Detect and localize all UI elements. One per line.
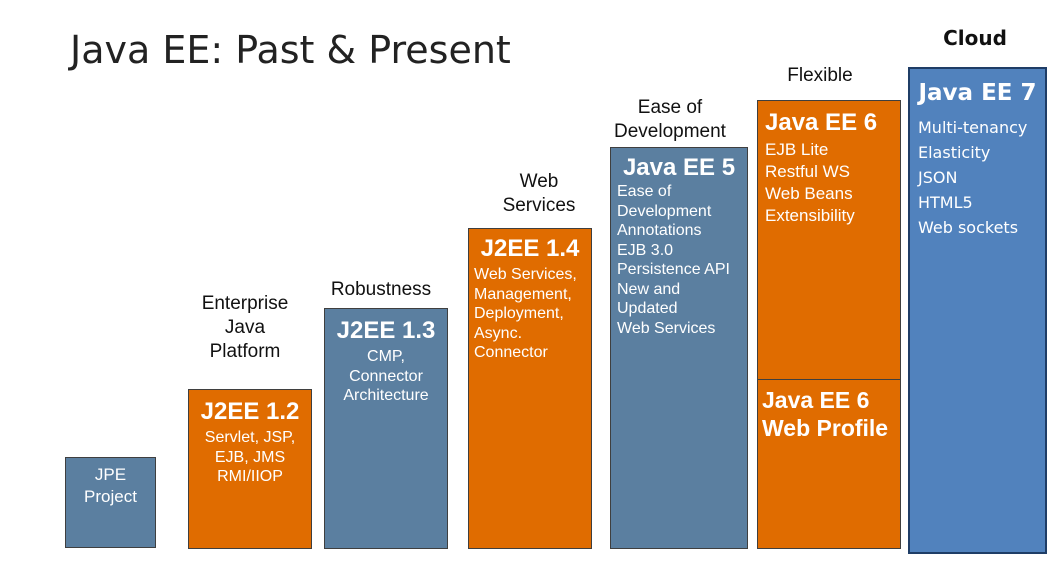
javaee6-web-profile-name: Java EE 6 Web Profile <box>762 387 889 441</box>
javaee6-name: Java EE 6 <box>765 109 878 136</box>
caption-enterprise-java-platform: Enterprise Java Platform <box>201 293 289 362</box>
j2ee14-features: Web Services, Management, Deployment, As… <box>474 266 577 361</box>
javaee5-name: Java EE 5 <box>622 154 736 181</box>
javaee6-web-profile-box: Java EE 6 Web Profile <box>757 379 901 549</box>
j2ee14-box: J2EE 1.4 Web Services, Management, Deplo… <box>468 228 592 549</box>
j2ee12-features: Servlet, JSP, EJB, JMS RMI/IIOP <box>204 429 296 485</box>
j2ee13-box: J2EE 1.3 CMP, Connector Architecture <box>324 308 448 549</box>
caption-flexible: Flexible <box>787 65 853 86</box>
jpe-project-box: JPE Project <box>65 457 156 548</box>
caption-robustness: Robustness <box>330 279 432 300</box>
caption-web-services: Web Services <box>502 171 576 216</box>
javaee6-features: EJB Lite Restful WS Web Beans Extensibil… <box>765 140 855 225</box>
javaee6-box: Java EE 6 EJB Lite Restful WS Web Beans … <box>757 100 901 380</box>
j2ee13-name: J2EE 1.3 <box>336 317 436 344</box>
javaee7-name: Java EE 7 <box>918 80 1037 106</box>
j2ee13-features: CMP, Connector Architecture <box>343 348 429 404</box>
page-title: Java EE: Past & Present <box>70 28 511 72</box>
javaee7-features: Multi-tenancy Elasticity JSON HTML5 Web … <box>918 118 1028 237</box>
jpe-label: JPE Project <box>84 465 137 506</box>
caption-ease-of-development: Ease of Development <box>614 97 726 142</box>
j2ee12-box: J2EE 1.2 Servlet, JSP, EJB, JMS RMI/IIOP <box>188 389 312 549</box>
javaee5-box: Java EE 5 Ease of Development Annotation… <box>610 147 748 549</box>
javaee5-features: Ease of Development Annotations EJB 3.0 … <box>617 183 730 337</box>
caption-cloud: Cloud <box>943 26 1007 50</box>
j2ee14-name: J2EE 1.4 <box>480 235 580 262</box>
j2ee12-name: J2EE 1.2 <box>200 398 300 425</box>
javaee7-box: Java EE 7 Multi-tenancy Elasticity JSON … <box>908 67 1047 554</box>
